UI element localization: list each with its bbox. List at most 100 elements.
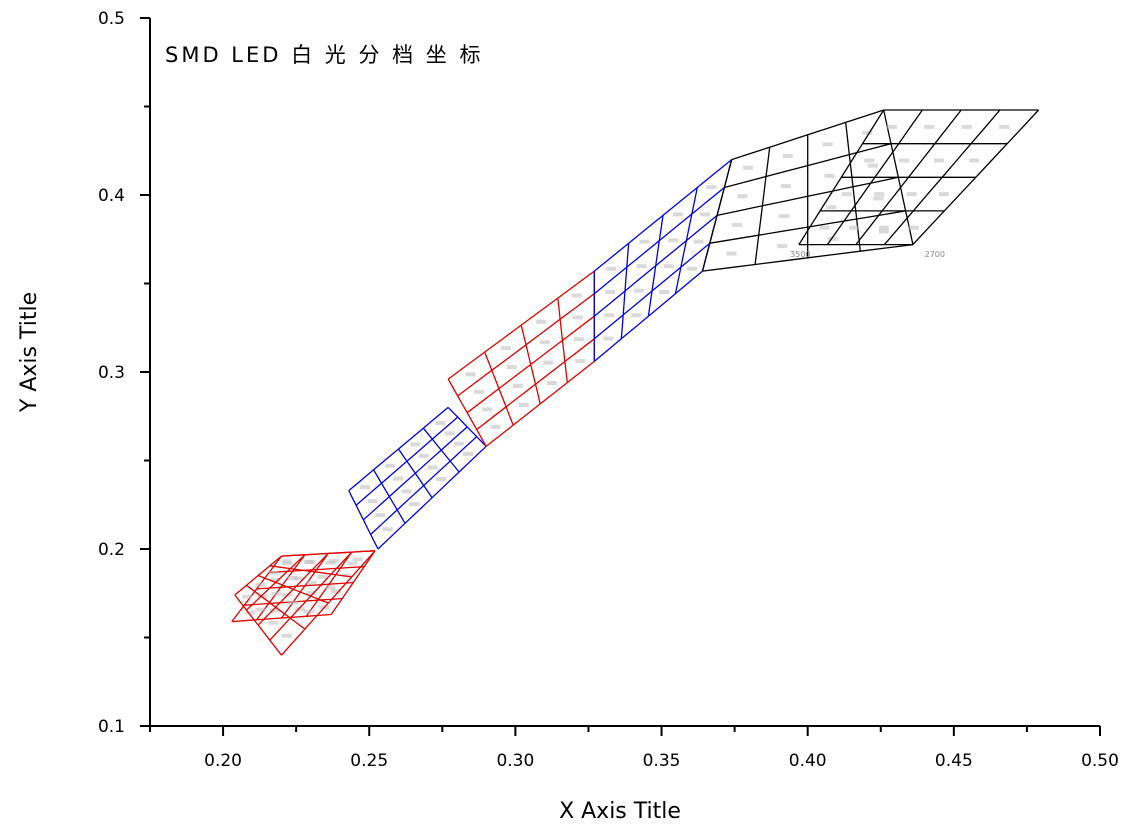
bin-code-mark: [575, 359, 586, 364]
bin-code-mark: [874, 192, 885, 197]
bin-code-mark: [604, 313, 615, 318]
bin-code-mark: [822, 142, 833, 147]
bin-code-mark: [268, 571, 279, 576]
bin-line: [593, 186, 725, 295]
bin-line: [593, 214, 718, 317]
x-tick-label: 0.40: [789, 751, 827, 771]
chart-title: SMD LED 白 光 分 档 坐 标: [165, 43, 483, 67]
bin-code-mark: [571, 293, 582, 298]
bin-code-mark: [359, 485, 370, 490]
bin-line: [348, 406, 449, 492]
bin-grid-red: [231, 550, 376, 623]
x-tick-label: 0.20: [204, 751, 242, 771]
y-tick-label: 0.2: [98, 540, 125, 560]
bin-code-mark: [659, 290, 670, 295]
bin-code-mark: [306, 591, 317, 596]
bin-code-mark: [242, 594, 253, 599]
bin-code-mark: [294, 607, 305, 612]
bin-code-mark: [726, 251, 737, 256]
bin-code-mark: [435, 420, 446, 425]
bin-line: [281, 550, 376, 557]
y-tick-label: 0.3: [98, 363, 125, 383]
bin-line: [246, 584, 306, 630]
bin-code-mark: [572, 315, 583, 320]
bin-code-mark: [436, 477, 447, 482]
bin-code-mark: [255, 582, 266, 587]
bin-code-mark: [924, 124, 935, 129]
bin-code-mark: [969, 158, 980, 163]
bin-code-mark: [325, 560, 336, 565]
bin-code-mark: [293, 576, 304, 581]
bin-code-mark: [317, 574, 328, 579]
bin-line: [256, 581, 354, 590]
bin-code-mark: [281, 633, 292, 638]
bin-code-mark: [878, 229, 889, 234]
bin-code-mark: [401, 489, 412, 494]
bin-code-mark: [999, 124, 1010, 129]
x-tick-label: 0.30: [496, 751, 534, 771]
x-tick-label: 0.25: [350, 751, 388, 771]
bin-code-mark: [886, 124, 897, 129]
bin-code-mark: [330, 589, 341, 594]
bin-code-mark: [731, 222, 742, 227]
bin-code-mark: [341, 573, 352, 578]
bin-code-mark: [693, 239, 704, 244]
y-tick-label: 0.1: [98, 717, 125, 737]
bin-code-mark: [633, 288, 644, 293]
cct-label: 3500: [790, 250, 810, 259]
bin-code-mark: [819, 225, 830, 230]
bin-code-mark: [367, 499, 378, 504]
bin-line: [370, 436, 478, 535]
bin-line: [593, 270, 703, 362]
bin-code-mark: [281, 559, 292, 564]
bin-code-mark: [282, 561, 293, 566]
bin-code-mark: [303, 609, 314, 614]
bin-code-mark: [737, 194, 748, 199]
bin-code-mark: [473, 389, 484, 394]
bin-code-mark: [780, 184, 791, 189]
bin-grid-red: [234, 550, 376, 656]
bin-line: [709, 210, 906, 244]
x-tick-label: 0.35: [643, 751, 681, 771]
bin-code-mark: [782, 154, 793, 159]
bin-code-mark: [864, 158, 875, 163]
cct-label: 2700: [925, 250, 945, 259]
bin-code-mark: [287, 575, 298, 580]
bin-code-mark: [706, 185, 717, 190]
bin-grid-blue: [593, 159, 733, 362]
y-axis: 0.1 0.2 0.3 0.4 0.5: [98, 9, 151, 737]
bin-code-mark: [410, 442, 421, 447]
bin-code-mark: [867, 163, 878, 168]
bin-code-mark: [325, 585, 336, 590]
bin-code-mark: [699, 212, 710, 217]
bin-line: [234, 594, 283, 656]
bin-code-mark: [906, 192, 917, 197]
bin-line: [731, 109, 884, 161]
bin-code-mark: [453, 441, 464, 446]
bin-code-mark: [375, 513, 386, 518]
bin-grid-black: [701, 109, 914, 272]
bin-code-mark: [639, 239, 650, 244]
bin-code-mark: [427, 465, 438, 470]
bin-code-mark: [603, 336, 614, 341]
bin-code-mark: [873, 196, 884, 201]
bin-line: [724, 143, 892, 189]
grid-regions: [231, 109, 1040, 656]
y-axis-title: Y Axis Title: [17, 292, 42, 413]
bin-code-mark: [849, 225, 860, 230]
bin-code-mark: [352, 557, 363, 562]
bin-line: [447, 270, 595, 380]
bin-line: [269, 565, 352, 578]
bin-code-mark: [687, 266, 698, 271]
bin-code-mark: [281, 592, 292, 597]
y-tick-label: 0.4: [98, 186, 125, 206]
bin-code-mark: [938, 192, 949, 197]
bin-code-mark: [663, 264, 674, 269]
bin-code-mark: [245, 610, 256, 615]
bin-code-mark: [347, 561, 358, 566]
bin-code-mark: [385, 463, 396, 468]
bin-code-mark: [465, 372, 476, 377]
bin-code-mark: [934, 158, 945, 163]
bin-code-mark: [463, 452, 474, 457]
